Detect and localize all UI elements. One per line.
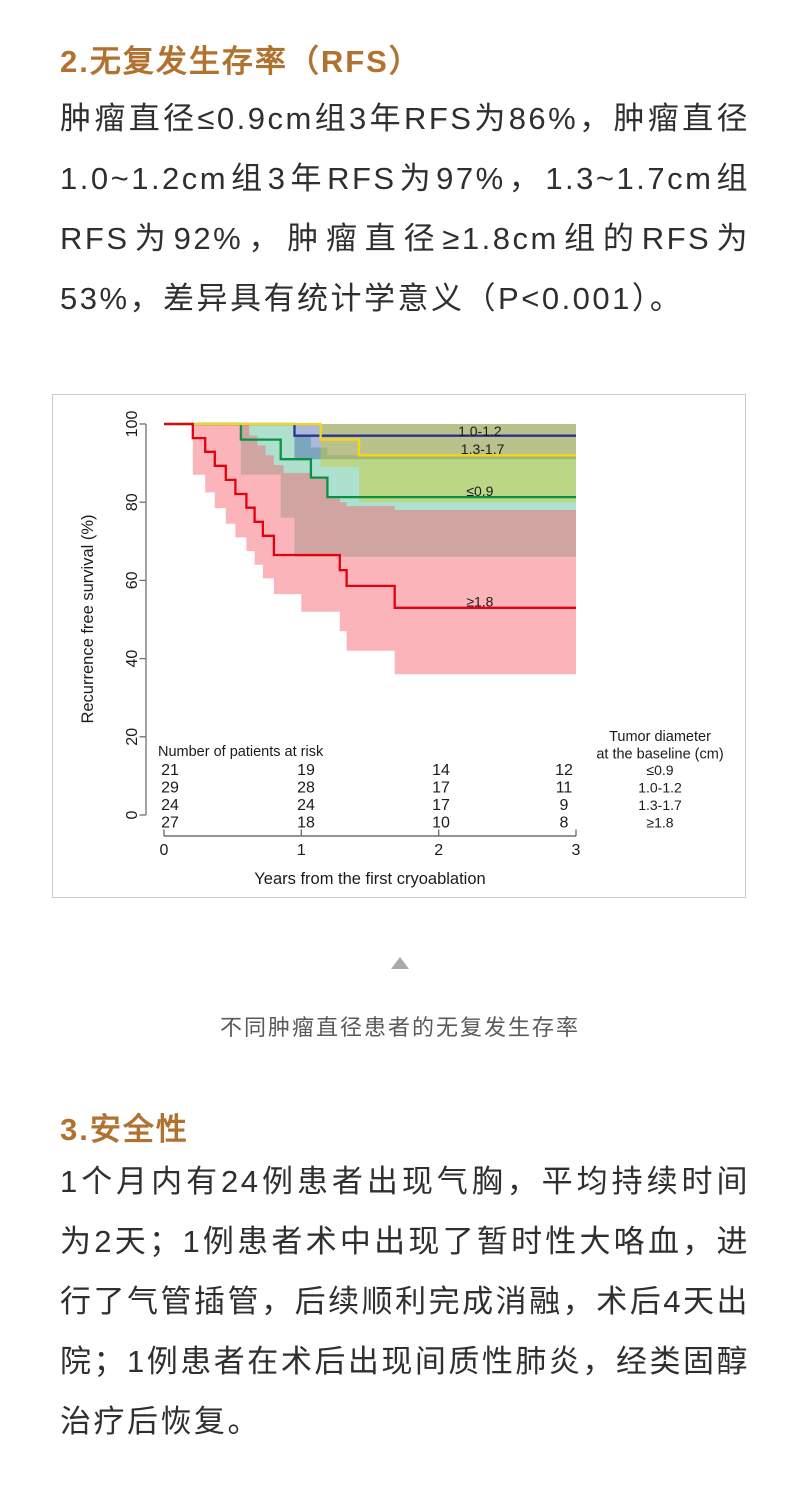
group-legend: Tumor diameter at the baseline (cm)≤0.9 1.… — [596, 729, 723, 831]
risk-count: 24 — [161, 797, 179, 814]
curve-label: ≤0.9 — [466, 483, 493, 499]
survival-curve — [164, 422, 576, 499]
risk-count: 18 — [297, 815, 315, 832]
section-heading-safety: 3.安全性 — [60, 1112, 189, 1147]
y-axis-title: Recurrence free survival (%) — [79, 514, 97, 723]
y-tick-label: 80 — [124, 493, 141, 511]
survival-curve — [164, 422, 576, 457]
risk-count: 9 — [560, 797, 569, 814]
km-survival-figure: ≤0.9 1.0-1.2 1.3-1.7 ≥1.8 0 20 40 60 80 100 0 1 2 3 Re… — [52, 394, 746, 898]
y-tick-label: 60 — [124, 571, 141, 589]
x-axis-title: Years from the first cryoablation — [254, 870, 485, 888]
risk-count: 12 — [555, 762, 573, 779]
curve-label: 1.3-1.7 — [461, 441, 505, 457]
risk-count: 19 — [297, 762, 315, 779]
legend-group-label: 1.0-1.2 — [638, 780, 682, 796]
ci-bands — [192, 424, 577, 675]
risk-count: 24 — [297, 797, 315, 814]
legend-title-line: Tumor diameter — [609, 729, 711, 745]
legend-group-label: 1.3-1.7 — [638, 797, 682, 813]
ci-band — [294, 424, 576, 460]
section-heading-rfs: 2.无复发生存率（RFS） — [60, 44, 422, 79]
y-tick-label: 20 — [124, 728, 141, 746]
x-tick-label: 2 — [434, 842, 443, 859]
legend-group-label: ≤0.9 — [646, 762, 673, 778]
body-text-rfs: 肿瘤直径≤0.9cm组3年RFS为86%，肿瘤直径1.0~1.2cm组3年RFS… — [60, 101, 750, 316]
x-tick-label: 1 — [297, 842, 306, 859]
ci-band — [192, 424, 577, 675]
risk-count: 27 — [161, 815, 179, 832]
survival-curve — [164, 422, 576, 609]
ci-band — [240, 424, 576, 557]
curve-label: ≥1.8 — [466, 594, 493, 610]
y-tick-label: 40 — [124, 650, 141, 668]
y-tick-label: 100 — [124, 411, 141, 438]
risk-count: 17 — [432, 780, 450, 797]
survival-curves — [164, 422, 576, 609]
risk-table: Number of patients at risk 21 19 14 12 29 28 17… — [158, 744, 573, 832]
ci-band — [320, 424, 576, 503]
legend-group-label: ≥1.8 — [646, 815, 673, 831]
x-tick-label: 0 — [160, 842, 169, 859]
figure-collapse-row — [0, 957, 800, 969]
y-tick-label: 0 — [124, 810, 141, 819]
x-tick-label: 3 — [572, 842, 581, 859]
risk-count: 8 — [560, 815, 569, 832]
curve-label: 1.0-1.2 — [458, 423, 502, 439]
legend-title-line: at the baseline (cm) — [596, 747, 723, 763]
risk-count: 11 — [556, 780, 573, 797]
risk-count: 28 — [297, 780, 315, 797]
risk-count: 14 — [432, 762, 450, 779]
risk-count: 29 — [161, 780, 179, 797]
risk-count: 10 — [432, 815, 450, 832]
collapse-triangle-icon[interactable] — [391, 957, 409, 969]
risk-count: 21 — [161, 762, 179, 779]
body-text-safety: 1个月内有24例患者出现气胸，平均持续时间为2天；1例患者术中出现了暂时性大咯血… — [60, 1164, 750, 1439]
risk-table-title: Number of patients at risk — [158, 744, 324, 760]
risk-count: 17 — [432, 797, 450, 814]
figure-caption: 不同肿瘤直径患者的无复发生存率 — [219, 1015, 580, 1040]
